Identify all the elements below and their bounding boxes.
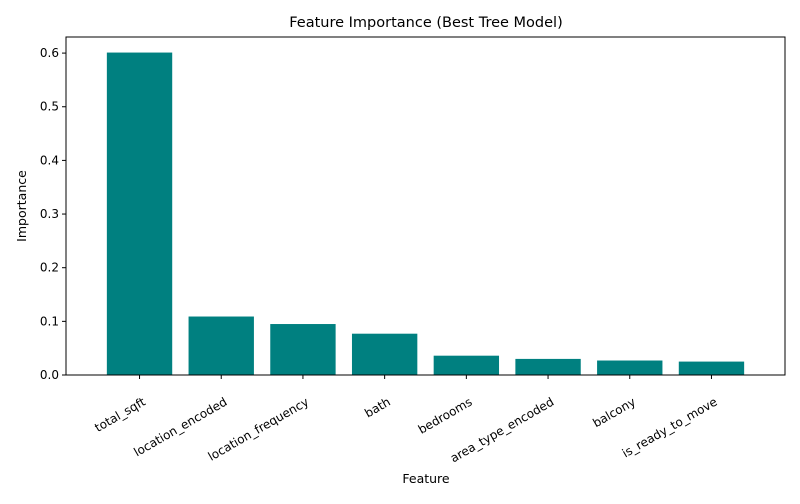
y-axis: 0.0 0.1 0.2 0.3 0.4 0.5 0.6	[40, 46, 66, 382]
bar-bath	[351, 333, 418, 375]
y-tick-label: 0.2	[40, 261, 59, 275]
x-axis: total_sqftlocation_encodedlocation_frequ…	[92, 375, 720, 465]
bar-is-ready-to-move	[678, 361, 745, 375]
y-tick-label: 0.5	[40, 100, 59, 114]
y-tick-label: 0.3	[40, 207, 59, 221]
bar-balcony	[597, 360, 663, 375]
y-tick-label: 0.1	[40, 314, 59, 328]
x-tick-label: balcony	[590, 395, 638, 431]
x-tick-label: total_sqft	[92, 395, 148, 435]
y-tick-label: 0.0	[40, 368, 59, 382]
bars-group	[106, 52, 745, 376]
x-axis-label: Feature	[402, 471, 450, 486]
bar-location-encoded	[188, 316, 254, 375]
y-tick-label: 0.6	[40, 46, 59, 60]
bar-area-type-encoded	[515, 358, 581, 375]
y-axis-label: Importance	[14, 170, 29, 242]
x-tick-label: bedrooms	[416, 395, 475, 437]
bar-location-frequency	[270, 324, 336, 375]
chart-title: Feature Importance (Best Tree Model)	[289, 15, 563, 31]
bar-bedrooms	[433, 355, 500, 375]
bar-total-sqft	[106, 52, 173, 376]
x-tick-label: bath	[362, 395, 393, 421]
y-tick-label: 0.4	[40, 153, 59, 167]
plot-frame	[65, 36, 786, 376]
